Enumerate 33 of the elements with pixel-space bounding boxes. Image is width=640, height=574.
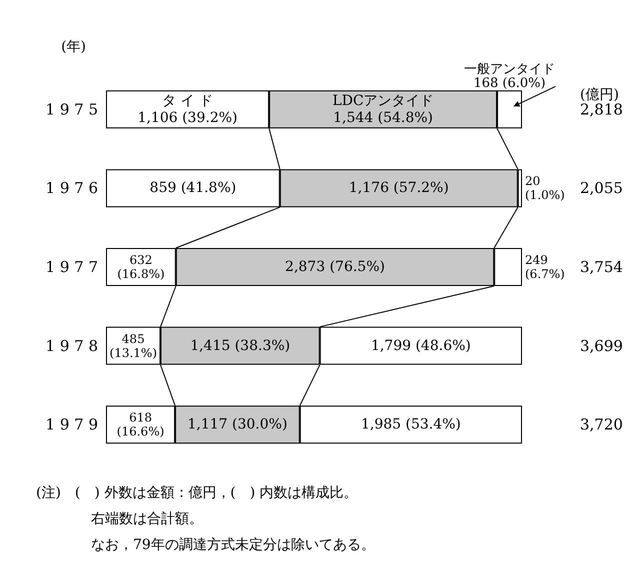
data-label: 2,873 (76.5%)	[285, 259, 385, 275]
data-label: 1,176 (57.2%)	[348, 180, 449, 196]
y2-axis-title: (億円)	[580, 87, 619, 103]
data-label: 1,117 (30.0%)	[187, 416, 288, 433]
text: (注) ( ) 外数は金額：億円，( ) 内数は構成比。	[36, 485, 358, 501]
data-label: 1,415 (38.3%)	[190, 338, 290, 354]
text: 3,754	[580, 258, 623, 276]
y-tick-label: 1 9 7 8	[46, 336, 98, 355]
series-label: タ イ ド	[162, 92, 213, 109]
text: 2,818	[580, 100, 623, 118]
y-tick-label: 1 9 7 9	[46, 416, 98, 434]
text: 3,720	[580, 416, 623, 434]
data-label: 1,985 (53.4%)	[360, 416, 461, 433]
y-axis-title: (年)	[61, 39, 86, 55]
text: 2,055	[580, 179, 623, 198]
data-label: 1,106 (39.2%)	[138, 110, 238, 126]
data-label: 249 (6.7%)	[525, 253, 565, 281]
y-tick-label: 1 9 7 5	[46, 100, 98, 118]
text: 3,699	[580, 336, 623, 355]
text: 右端数は合計額。	[91, 511, 203, 527]
data-label: 618 (16.6%)	[116, 410, 164, 439]
data-label: 859 (41.8%)	[150, 180, 236, 196]
data-label: 1,544 (54.8%)	[333, 110, 434, 126]
y-tick-label: 1 9 7 6	[46, 179, 98, 198]
series-label: 一般アンタイド	[464, 62, 556, 77]
series-label: LDCアンタイド	[332, 92, 434, 109]
text: なお，79年の調達方式未定分は除いてある。	[91, 537, 375, 553]
data-label: 1,799 (48.6%)	[370, 338, 471, 354]
data-label: 20 (1.0%)	[525, 174, 565, 202]
data-label: 485 (13.1%)	[110, 332, 157, 360]
data-label: 632 (16.8%)	[117, 253, 165, 281]
y-tick-label: 1 9 7 7	[46, 258, 98, 276]
data-label: 168 (6.0%)	[473, 76, 546, 91]
